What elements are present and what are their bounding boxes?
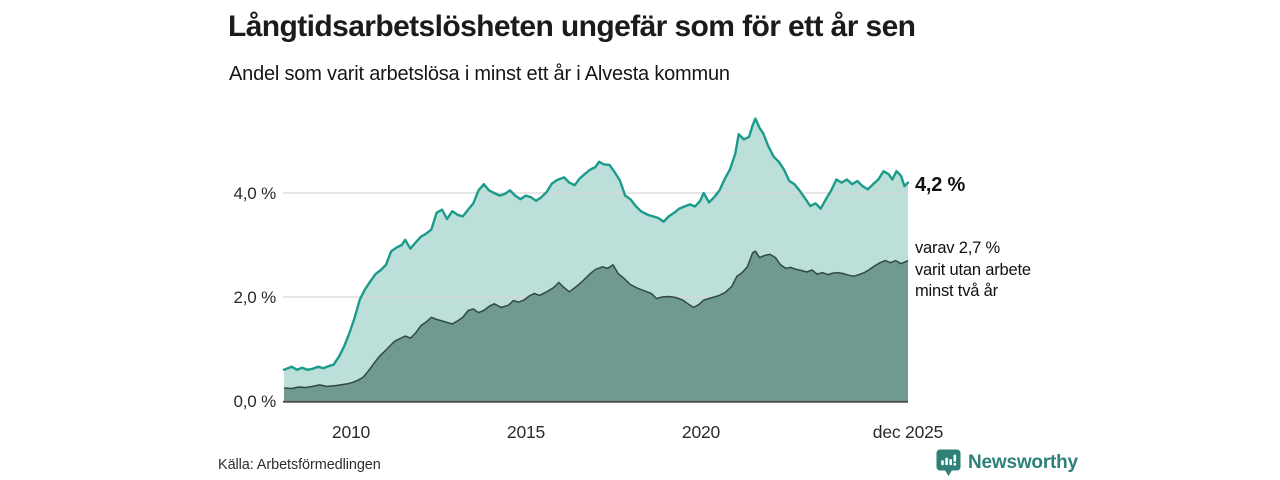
secondary-series-end-label: varav 2,7 % varit utan arbete minst två … — [915, 238, 1031, 303]
newsworthy-brand-link[interactable]: Newsworthy — [936, 449, 1078, 477]
secondary-end-label-line-3: minst två år — [915, 282, 998, 300]
y-axis-tick-4: 4,0 % — [233, 184, 277, 203]
newsworthy-brand-text: Newsworthy — [968, 452, 1078, 473]
page-title: Långtidsarbetslösheten ungefär som för e… — [228, 10, 916, 43]
chart-subtitle: Andel som varit arbetslösa i minst ett å… — [229, 63, 730, 85]
x-axis-tick-2015: 2015 — [506, 422, 546, 442]
x-axis-tick-dec-2025: dec 2025 — [872, 422, 944, 442]
x-axis-tick-2020: 2020 — [681, 422, 721, 442]
source-attribution: Källa: Arbetsförmedlingen — [218, 457, 381, 473]
secondary-end-label-line-2: varit utan arbete — [915, 260, 1031, 279]
series-end-value-label: 4,2 % — [915, 174, 966, 196]
newsworthy-logo-icon — [936, 449, 961, 477]
x-axis-tick-2010: 2010 — [331, 422, 371, 442]
y-axis-tick-2: 2,0 % — [233, 288, 277, 307]
secondary-end-label-line-1: varav 2,7 % — [915, 239, 1000, 257]
y-axis-tick-0: 0,0 % — [233, 392, 277, 411]
